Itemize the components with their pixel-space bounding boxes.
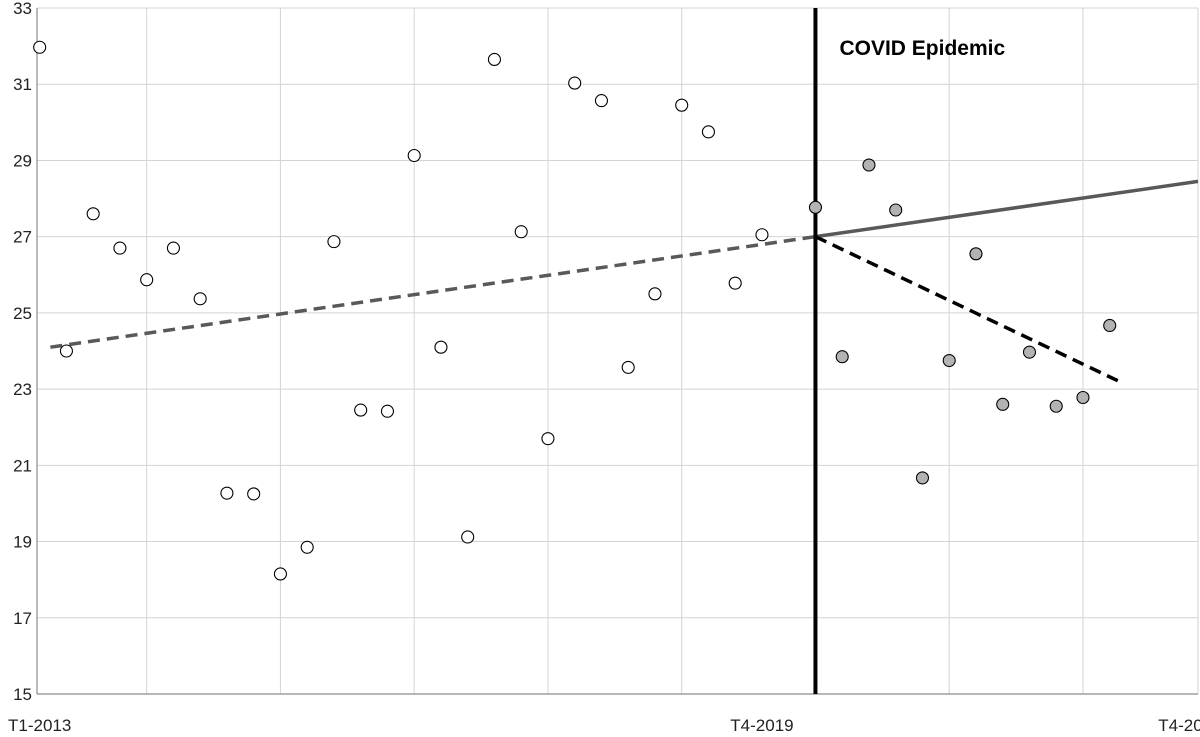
x-tick-labels: T1-2013 T4-2019 T4-2023	[8, 716, 1200, 735]
data-point	[166, 241, 180, 255]
data-point	[541, 432, 555, 446]
trend-line-solid	[815, 179, 1199, 239]
y-tick-label: 23	[13, 380, 32, 399]
data-point	[487, 52, 501, 67]
trend-lines	[50, 179, 1199, 383]
data-point	[380, 404, 394, 418]
data-points	[33, 40, 1117, 581]
data-point	[86, 207, 100, 221]
y-tick-label: 17	[13, 609, 32, 628]
data-point	[247, 487, 261, 501]
data-point	[461, 530, 475, 544]
data-point	[675, 98, 689, 112]
data-point	[140, 273, 154, 287]
data-point	[755, 228, 769, 242]
data-point	[915, 471, 930, 485]
y-tick-label: 29	[13, 151, 32, 170]
data-point	[568, 76, 582, 90]
data-point	[220, 486, 234, 500]
data-point	[193, 292, 207, 306]
data-point	[889, 203, 903, 217]
data-point	[434, 340, 448, 354]
x-tick-label: T4-2023	[1158, 716, 1200, 735]
data-point	[996, 397, 1010, 411]
trend-line-dashed	[50, 234, 816, 349]
data-point	[1103, 318, 1117, 333]
data-point	[648, 287, 662, 301]
y-tick-label: 33	[13, 0, 32, 18]
trend-line-dashed	[814, 235, 1119, 383]
y-tick-label: 19	[13, 533, 32, 552]
y-tick-label: 25	[13, 304, 32, 323]
x-tick-label: T4-2019	[730, 716, 793, 735]
data-point	[1076, 390, 1090, 405]
axes	[36, 8, 1198, 695]
data-point	[354, 403, 368, 417]
y-tick-label: 21	[13, 456, 32, 475]
data-point	[1049, 399, 1063, 413]
y-tick-label: 31	[13, 75, 32, 94]
annotation-label: COVID Epidemic	[839, 37, 1005, 60]
x-tick-label: T1-2013	[8, 716, 71, 735]
y-tick-labels: 15 17 19 21 23 25 27 29 31 33	[13, 0, 32, 704]
data-point	[621, 360, 635, 374]
data-point	[701, 125, 716, 139]
data-point	[407, 148, 421, 163]
data-point	[862, 158, 876, 172]
data-point	[113, 241, 127, 255]
data-point	[273, 567, 287, 581]
y-tick-label: 15	[13, 685, 32, 704]
data-point	[969, 247, 983, 261]
data-point	[728, 276, 742, 290]
data-point	[808, 200, 823, 214]
data-point	[942, 353, 956, 368]
data-point	[33, 40, 47, 54]
data-point	[300, 540, 314, 554]
annotations: COVID Epidemic	[839, 37, 1005, 60]
y-tick-label: 27	[13, 228, 32, 247]
data-point	[835, 350, 849, 364]
data-point	[59, 344, 73, 358]
data-point	[594, 94, 608, 108]
grid	[37, 7, 1199, 695]
data-point	[327, 235, 341, 249]
data-point	[514, 225, 528, 239]
data-point	[1022, 345, 1037, 359]
